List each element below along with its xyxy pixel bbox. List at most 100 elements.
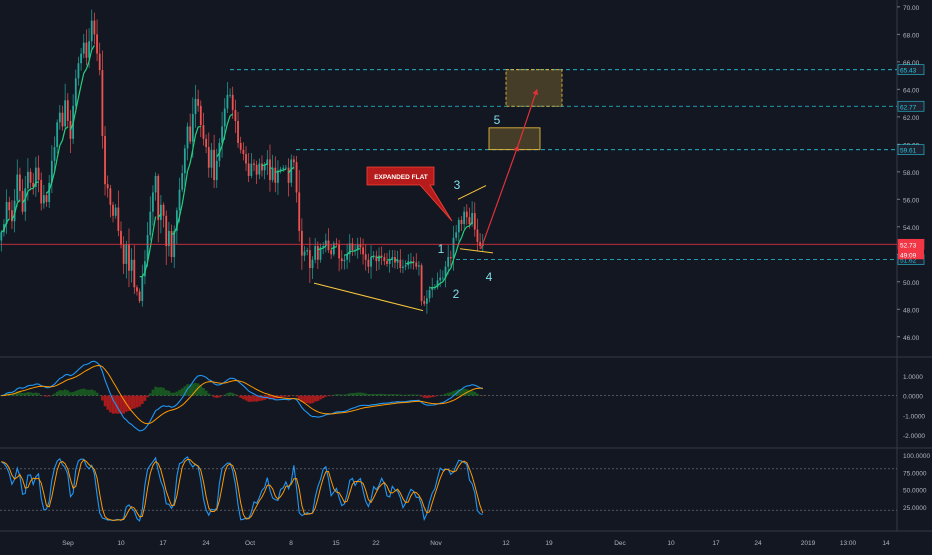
- candle-body[interactable]: [19, 175, 21, 191]
- candle-body[interactable]: [80, 54, 82, 64]
- candle-body[interactable]: [43, 195, 45, 203]
- candle-body[interactable]: [64, 100, 66, 126]
- candle-body[interactable]: [48, 183, 50, 202]
- candle-body[interactable]: [285, 168, 287, 169]
- candle-body[interactable]: [245, 154, 247, 164]
- candle-body[interactable]: [78, 63, 80, 78]
- candle-body[interactable]: [338, 245, 340, 259]
- candle-body[interactable]: [197, 99, 199, 106]
- target-zone-box[interactable]: [506, 70, 562, 107]
- candle-body[interactable]: [447, 257, 449, 267]
- candle-body[interactable]: [133, 260, 135, 287]
- candle-body[interactable]: [229, 95, 231, 96]
- candle-body[interactable]: [256, 165, 258, 175]
- candle-body[interactable]: [240, 143, 242, 150]
- candle-body[interactable]: [405, 265, 407, 266]
- candle-body[interactable]: [250, 164, 252, 176]
- candle-body[interactable]: [30, 172, 32, 183]
- candle-body[interactable]: [59, 113, 61, 123]
- candle-body[interactable]: [139, 291, 141, 301]
- candle-body[interactable]: [261, 164, 263, 171]
- candle-body[interactable]: [423, 301, 425, 304]
- candle-body[interactable]: [67, 100, 69, 121]
- candle-body[interactable]: [317, 246, 319, 260]
- candle-body[interactable]: [168, 231, 170, 246]
- candle-body[interactable]: [160, 205, 162, 220]
- candle-body[interactable]: [115, 208, 117, 216]
- candle-body[interactable]: [360, 245, 362, 248]
- candle-body[interactable]: [211, 150, 213, 168]
- candle-body[interactable]: [200, 106, 202, 125]
- candle-body[interactable]: [56, 122, 58, 147]
- candle-body[interactable]: [187, 126, 189, 148]
- candle-body[interactable]: [181, 173, 183, 189]
- candle-body[interactable]: [128, 245, 130, 271]
- candle-body[interactable]: [274, 168, 276, 183]
- candle-body[interactable]: [208, 147, 210, 168]
- candle-body[interactable]: [450, 257, 452, 258]
- candle-body[interactable]: [314, 246, 316, 260]
- candle-body[interactable]: [474, 213, 476, 229]
- candle-body[interactable]: [101, 70, 103, 136]
- candle-body[interactable]: [383, 257, 385, 261]
- candle-body[interactable]: [40, 180, 42, 203]
- candle-body[interactable]: [120, 231, 122, 245]
- candle-body[interactable]: [463, 212, 465, 224]
- candle-body[interactable]: [141, 276, 143, 301]
- candle-body[interactable]: [232, 95, 234, 110]
- candle-body[interactable]: [477, 230, 479, 242]
- candle-body[interactable]: [410, 261, 412, 262]
- candle-body[interactable]: [86, 43, 88, 58]
- candle-body[interactable]: [165, 216, 167, 246]
- candle-body[interactable]: [94, 21, 96, 35]
- candle-body[interactable]: [370, 257, 372, 267]
- candle-body[interactable]: [375, 256, 377, 261]
- candle-body[interactable]: [125, 245, 127, 264]
- candle-body[interactable]: [458, 220, 460, 232]
- candle-body[interactable]: [386, 261, 388, 264]
- candle-body[interactable]: [362, 247, 364, 254]
- candle-body[interactable]: [301, 231, 303, 256]
- candle-body[interactable]: [104, 136, 106, 184]
- candle-body[interactable]: [333, 243, 335, 254]
- candle-body[interactable]: [152, 192, 154, 211]
- candle-body[interactable]: [192, 114, 194, 141]
- candle-body[interactable]: [11, 210, 13, 221]
- candle-body[interactable]: [415, 263, 417, 267]
- candle-body[interactable]: [0, 232, 2, 240]
- candle-body[interactable]: [163, 205, 165, 216]
- candle-body[interactable]: [253, 164, 255, 165]
- candle-body[interactable]: [365, 254, 367, 259]
- candle-body[interactable]: [367, 260, 369, 267]
- candle-body[interactable]: [466, 212, 468, 217]
- candle-body[interactable]: [341, 258, 343, 261]
- candle-body[interactable]: [306, 250, 308, 251]
- candle-body[interactable]: [439, 278, 441, 281]
- candle-body[interactable]: [421, 265, 423, 301]
- candle-body[interactable]: [399, 260, 401, 268]
- candle-body[interactable]: [296, 162, 298, 192]
- candle-body[interactable]: [88, 41, 90, 57]
- candle-body[interactable]: [109, 188, 111, 204]
- candle-body[interactable]: [189, 126, 191, 141]
- candle-body[interactable]: [38, 168, 40, 180]
- candle-body[interactable]: [269, 159, 271, 180]
- candle-body[interactable]: [455, 232, 457, 237]
- candle-body[interactable]: [203, 125, 205, 139]
- candle-body[interactable]: [298, 192, 300, 230]
- candle-body[interactable]: [325, 241, 327, 246]
- candle-body[interactable]: [461, 220, 463, 224]
- target-zone-box[interactable]: [489, 128, 540, 150]
- candle-body[interactable]: [46, 195, 48, 202]
- candle-body[interactable]: [328, 241, 330, 251]
- candle-body[interactable]: [213, 150, 215, 180]
- candle-body[interactable]: [469, 217, 471, 224]
- candle-body[interactable]: [27, 172, 29, 188]
- candle-body[interactable]: [418, 265, 420, 266]
- candle-body[interactable]: [282, 168, 284, 169]
- candle-body[interactable]: [216, 161, 218, 180]
- candle-body[interactable]: [402, 267, 404, 268]
- candle-body[interactable]: [258, 164, 260, 175]
- candle-body[interactable]: [330, 250, 332, 254]
